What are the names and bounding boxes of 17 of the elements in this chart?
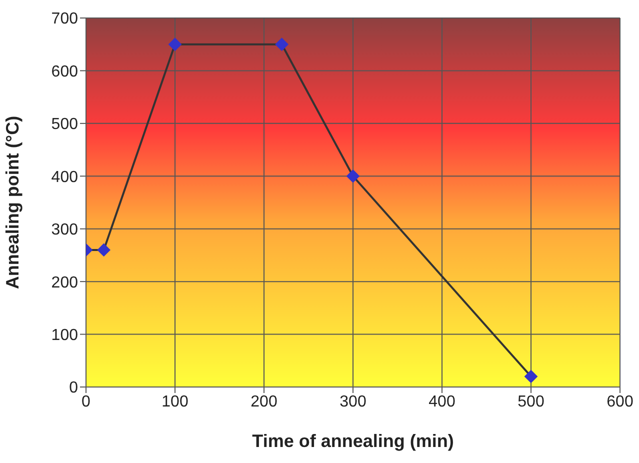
y-tick-label: 200 xyxy=(51,274,78,292)
x-tick-label: 600 xyxy=(606,393,634,410)
x-tick-label: 0 xyxy=(82,393,91,410)
x-tick-label: 400 xyxy=(428,393,456,410)
y-tick-label: 700 xyxy=(51,10,78,28)
y-axis-title: Annealing point (°C) xyxy=(2,116,22,290)
y-tick-label: 0 xyxy=(69,380,78,397)
y-tick-label: 600 xyxy=(51,63,78,80)
x-tick-label: 200 xyxy=(250,393,278,410)
y-tick-label: 400 xyxy=(51,168,78,186)
y-tick-label: 300 xyxy=(51,222,78,239)
y-tick-label: 100 xyxy=(51,326,78,344)
x-axis-title: Time of annealing (min) xyxy=(252,431,454,451)
x-tick-label: 300 xyxy=(340,393,366,410)
x-tick-label: 100 xyxy=(162,393,188,410)
x-tick-label: 500 xyxy=(518,393,544,410)
y-tick-label: 500 xyxy=(51,116,78,134)
